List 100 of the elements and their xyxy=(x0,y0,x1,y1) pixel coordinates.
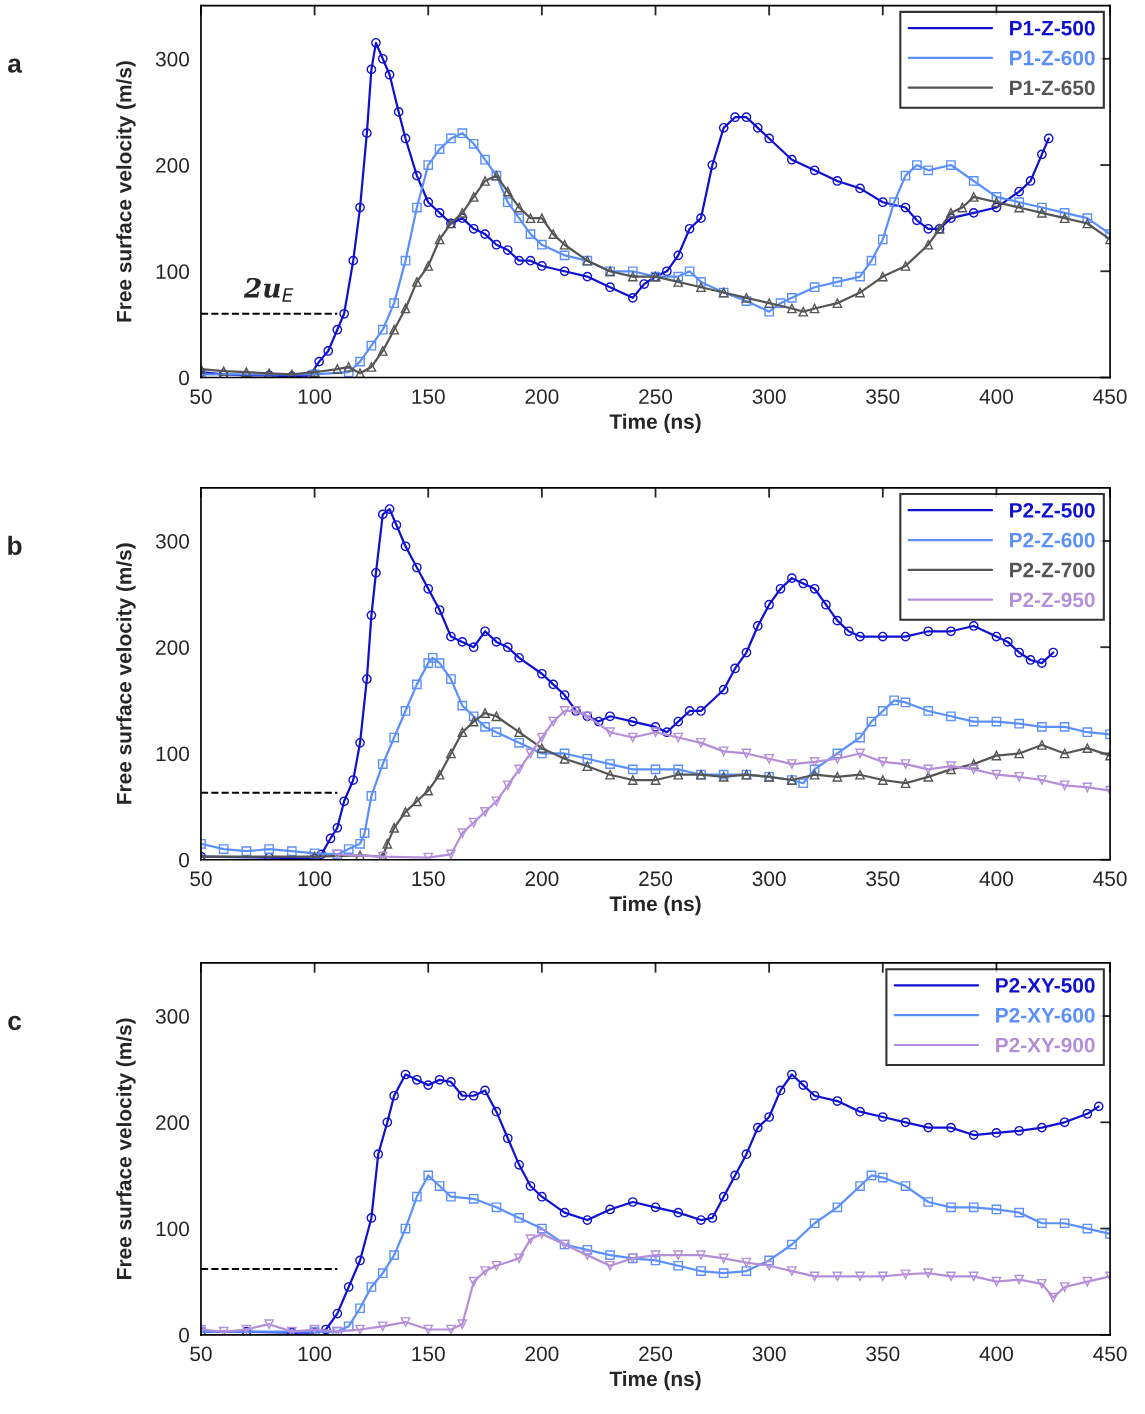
point xyxy=(946,160,956,170)
point xyxy=(218,844,229,854)
point xyxy=(673,271,684,282)
point xyxy=(446,674,456,684)
y-tick-label: 300 xyxy=(155,1009,190,1024)
point xyxy=(525,213,536,224)
point xyxy=(900,697,911,708)
point xyxy=(855,287,865,298)
point xyxy=(1014,197,1025,208)
point xyxy=(1014,748,1025,759)
point xyxy=(286,846,297,857)
point xyxy=(900,261,911,271)
point xyxy=(423,1324,434,1335)
point xyxy=(366,1213,377,1223)
point xyxy=(877,1112,888,1122)
x-tick-label: 150 xyxy=(412,1346,445,1362)
point xyxy=(582,1250,593,1260)
point xyxy=(468,138,479,149)
point xyxy=(264,1319,274,1330)
point xyxy=(718,1191,729,1202)
point xyxy=(491,1202,502,1213)
point xyxy=(923,764,934,775)
point xyxy=(696,277,706,287)
point xyxy=(855,732,865,743)
y-axis-title: Free surface velocity (m/s) xyxy=(116,61,136,322)
point xyxy=(741,1266,752,1276)
point xyxy=(605,759,615,769)
point xyxy=(423,1080,434,1090)
point xyxy=(1037,722,1047,732)
point xyxy=(1059,722,1070,732)
point xyxy=(502,780,513,791)
x-tick-label: 350 xyxy=(866,1346,900,1362)
point xyxy=(923,1197,934,1207)
point xyxy=(946,207,956,218)
point xyxy=(537,1229,547,1239)
point xyxy=(480,807,490,817)
point xyxy=(968,192,979,202)
point xyxy=(605,1260,615,1271)
point xyxy=(627,266,638,277)
point xyxy=(537,748,547,759)
point xyxy=(696,737,706,748)
x-tick-label: 250 xyxy=(639,1346,673,1362)
point xyxy=(480,722,490,732)
point xyxy=(991,192,1002,202)
point xyxy=(412,202,422,213)
x-axis-title: Time (ns) xyxy=(609,895,701,916)
point xyxy=(809,764,820,775)
point xyxy=(434,769,445,780)
point xyxy=(809,303,820,314)
x-tick-label: 400 xyxy=(979,1346,1013,1362)
point xyxy=(1059,748,1070,759)
point xyxy=(946,1202,956,1213)
point xyxy=(491,796,502,807)
point xyxy=(457,700,468,711)
legend-label: P2-XY-600 xyxy=(996,1007,1095,1023)
point xyxy=(502,197,513,208)
point xyxy=(1037,1278,1047,1289)
point xyxy=(559,250,570,261)
point xyxy=(1082,1108,1093,1119)
point xyxy=(559,706,570,716)
point xyxy=(355,368,365,378)
point xyxy=(366,1282,377,1292)
point xyxy=(582,753,593,764)
x-tick-label: 50 xyxy=(190,1346,212,1362)
point xyxy=(741,292,752,303)
point xyxy=(787,1069,797,1080)
point xyxy=(434,658,445,669)
y-tick-label: 100 xyxy=(156,1221,190,1237)
point xyxy=(809,1218,820,1229)
point xyxy=(741,296,752,306)
point xyxy=(514,1213,525,1223)
point xyxy=(991,1128,1002,1138)
point xyxy=(855,769,865,780)
x-tick-label: 50 xyxy=(190,871,212,887)
point xyxy=(923,1122,934,1133)
point xyxy=(673,764,684,775)
legend-label: P2-XY-900 xyxy=(996,1037,1095,1053)
point xyxy=(809,282,820,293)
point xyxy=(832,277,843,287)
x-tick-label: 400 xyxy=(979,871,1013,887)
point xyxy=(548,229,559,239)
point xyxy=(400,706,411,716)
point xyxy=(1082,727,1093,738)
point xyxy=(1059,1218,1070,1229)
point xyxy=(468,1276,479,1287)
x-tick-label: 250 xyxy=(639,871,673,887)
annotation: 2u$_{E}$ xyxy=(243,277,294,302)
point xyxy=(832,1202,843,1213)
point xyxy=(446,748,456,759)
point xyxy=(752,1122,763,1133)
point xyxy=(1014,202,1025,213)
point xyxy=(866,1170,877,1181)
legend-label: P1-Z-650 xyxy=(1010,80,1095,96)
x-tick-label: 300 xyxy=(752,389,786,404)
point xyxy=(502,186,513,197)
point xyxy=(957,202,968,213)
point xyxy=(332,364,343,374)
point xyxy=(991,1204,1002,1215)
point xyxy=(355,1255,365,1266)
y-tick-label: 300 xyxy=(155,51,190,67)
